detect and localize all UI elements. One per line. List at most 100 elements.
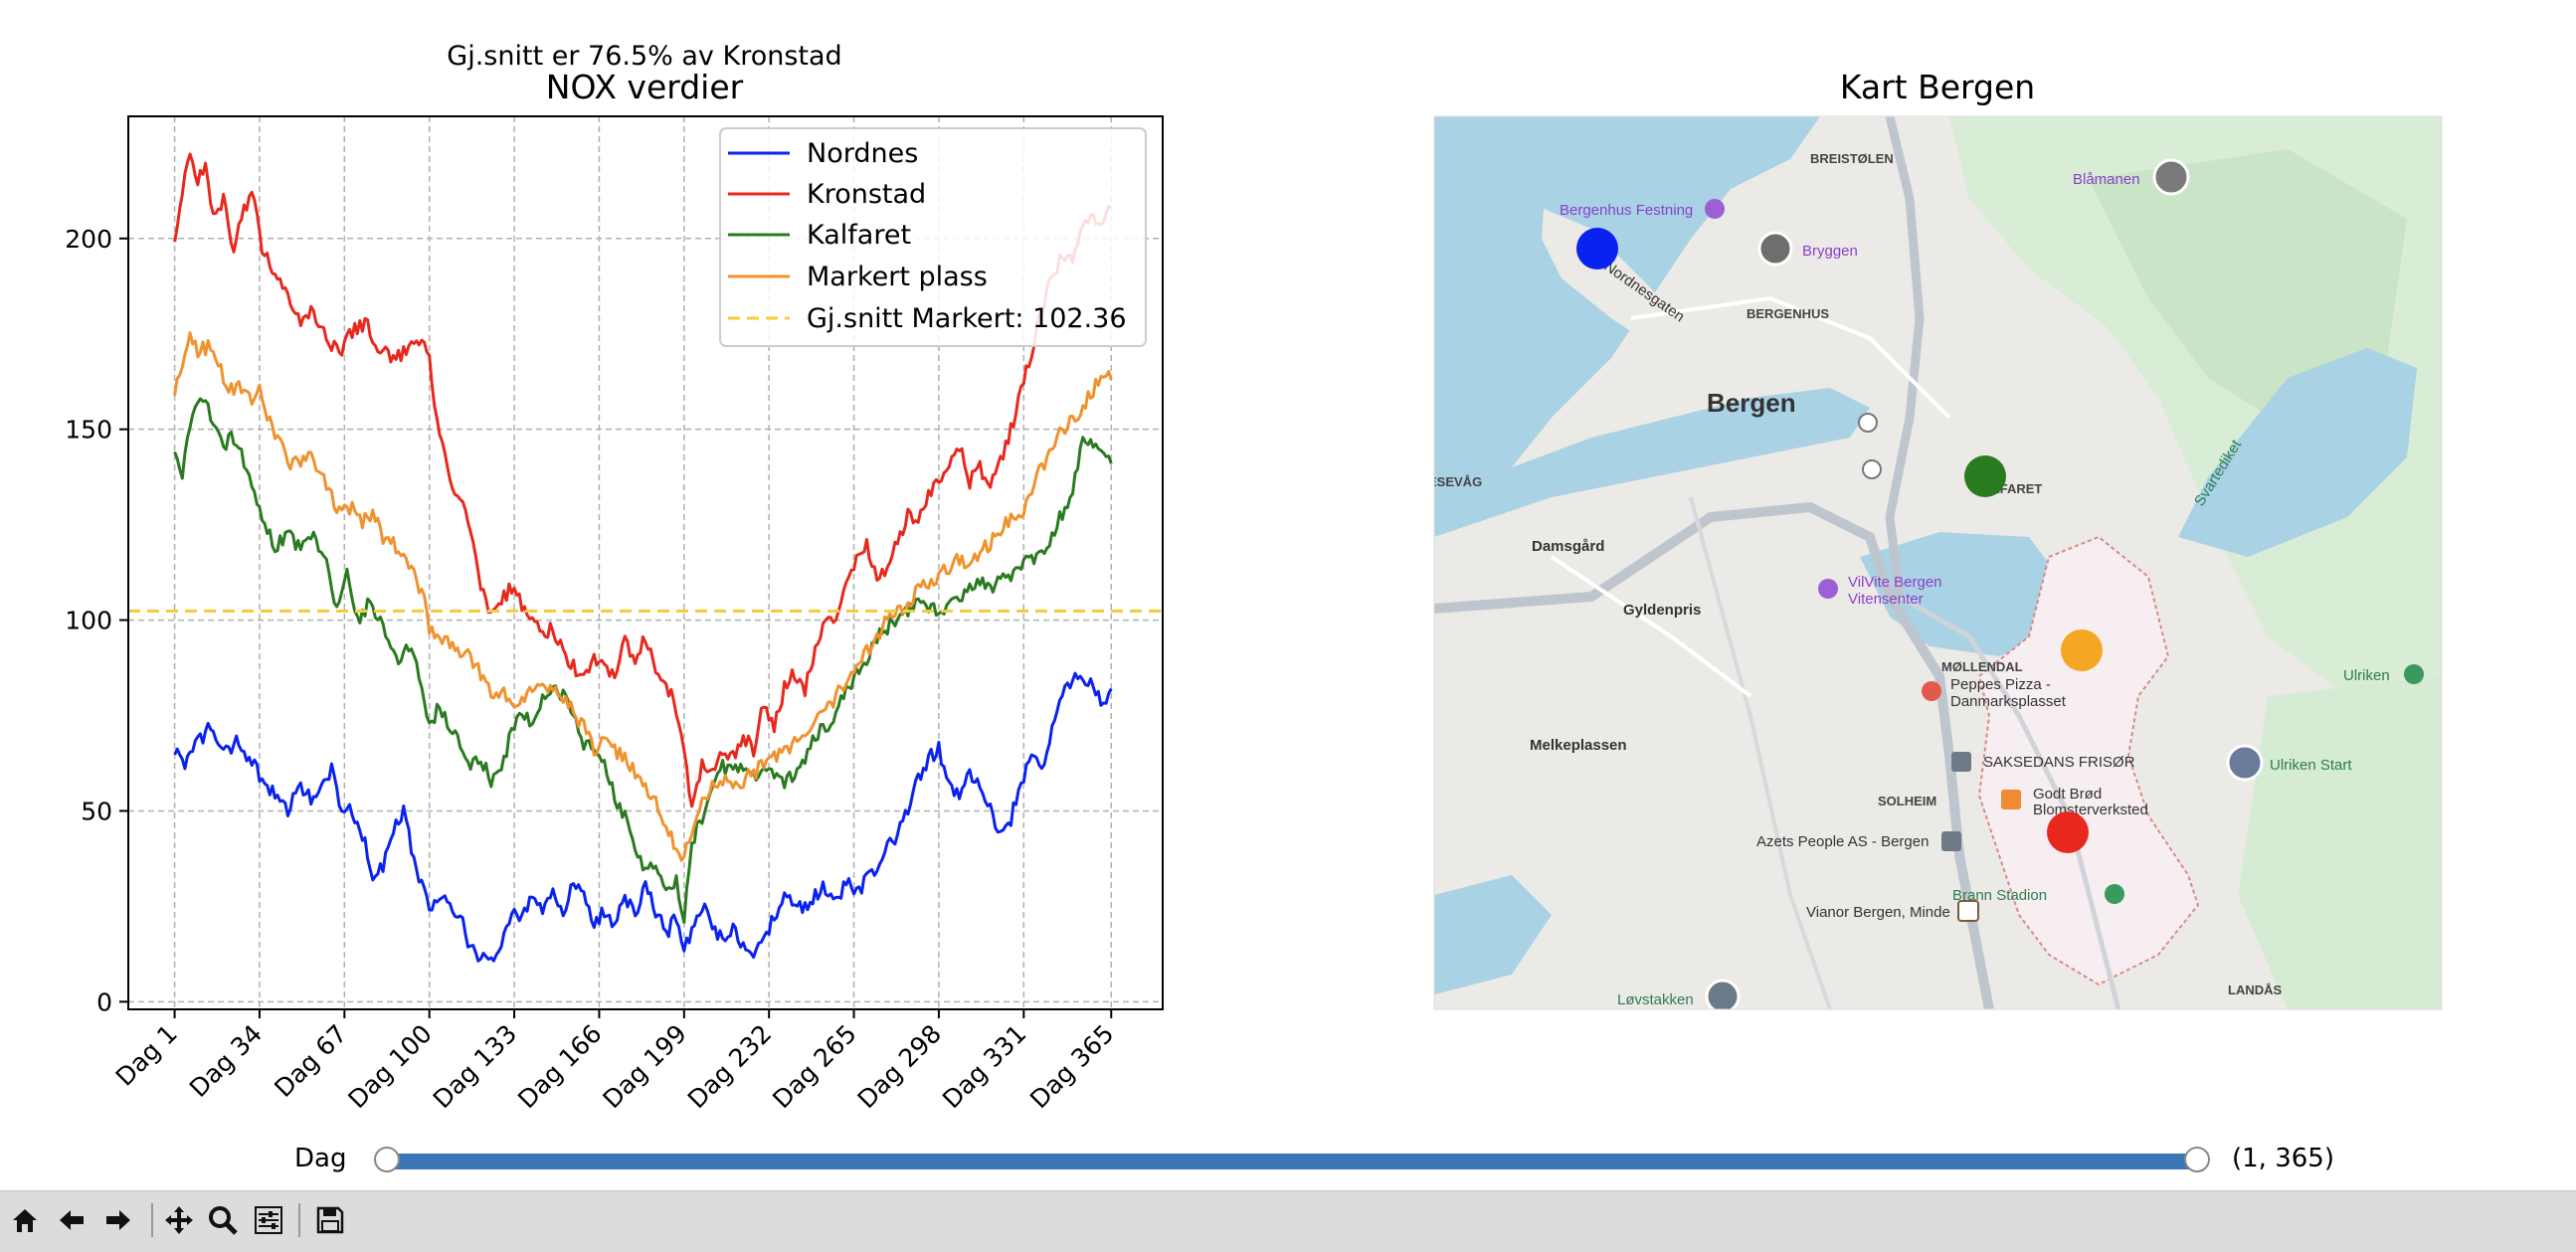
map-label-lovstakken: Løvstakken <box>1617 991 1694 1008</box>
poi-pin-icon <box>1705 199 1725 219</box>
x-tick-label: Dag 199 <box>598 1019 693 1115</box>
figure-canvas: Gj.snitt er 76.5% av Kronstad NOX verdie… <box>65 41 2443 1115</box>
map-road <box>1434 501 1994 1009</box>
chart-legend: Nordnes Kronstad Kalfaret Markert plass … <box>719 127 1147 347</box>
map-marker-kronstad[interactable] <box>2047 811 2089 853</box>
slider-handle-min[interactable] <box>374 1147 400 1172</box>
legend-label-nordnes: Nordnes <box>807 138 918 169</box>
x-tick-label: Dag 100 <box>342 1019 438 1115</box>
legend-label-kalfaret: Kalfaret <box>807 220 911 251</box>
back-button[interactable] <box>53 1201 91 1239</box>
x-tick-label: Dag 133 <box>428 1019 523 1115</box>
map-marker-nordnes[interactable] <box>1576 228 1618 269</box>
map-label-saksedans: SAKSEDANS FRISØR <box>1983 754 2135 771</box>
map-label-gyldenpris: Gyldenpris <box>1623 602 1701 619</box>
poi-shop-icon <box>1951 752 1971 772</box>
day-range-slider-track[interactable] <box>386 1154 2196 1169</box>
slider-handle-max[interactable] <box>2184 1147 2210 1172</box>
y-tick-label: 150 <box>65 416 112 445</box>
legend-label-kronstad: Kronstad <box>807 179 926 210</box>
map-label-bryggen: Bryggen <box>1802 243 1858 260</box>
map-district-boundary <box>1977 535 2200 986</box>
chart-series-layer <box>128 152 1163 963</box>
x-tick-label: Dag 1 <box>110 1019 183 1092</box>
poi-restaurant-icon <box>1922 681 1941 701</box>
map-label-melkeplassen: Melkeplassen <box>1530 737 1627 754</box>
slider-value-readout: (1, 365) <box>2232 1144 2334 1173</box>
map-water <box>1434 875 1552 994</box>
x-tick-label: Dag 67 <box>269 1019 352 1103</box>
save-button[interactable] <box>311 1201 349 1239</box>
series-line-kalfaret <box>173 397 1113 924</box>
toolbar-separator <box>298 1203 300 1237</box>
poi-tire-icon <box>1957 900 1979 922</box>
home-button[interactable] <box>6 1201 44 1239</box>
back-icon <box>60 1210 84 1230</box>
map-label-ulriken-start: Ulriken Start <box>2270 757 2352 774</box>
series-line-markert-plass <box>173 331 1113 862</box>
map-label-blamanen: Blåmanen <box>2073 171 2140 188</box>
poi-office-icon <box>1941 831 1961 851</box>
poi-photo-icon <box>2226 744 2264 782</box>
y-tick-label: 100 <box>65 607 112 635</box>
map-label-damsgard: Damsgård <box>1532 538 1604 555</box>
map-label-sevag: ESEVÅG <box>1428 474 1482 489</box>
zoom-icon <box>209 1206 238 1235</box>
pan-icon <box>165 1206 193 1234</box>
map-marker-markert-plass[interactable] <box>2061 629 2103 671</box>
chart-grid <box>128 116 1163 1009</box>
map-frame <box>1433 115 2443 1010</box>
navigation-toolbar <box>0 1190 2576 1252</box>
y-tick-label: 50 <box>81 797 112 825</box>
x-tick-label: Dag 265 <box>767 1019 862 1115</box>
poi-mountain-icon <box>2404 664 2424 684</box>
x-tick-label: Dag 34 <box>184 1019 268 1103</box>
map-label-ulriken: Ulriken <box>2343 667 2390 684</box>
poi-photo-icon <box>2152 158 2190 196</box>
figure-suptitle: Gj.snitt er 76.5% av Kronstad <box>447 41 841 72</box>
forward-icon <box>106 1210 130 1230</box>
x-tick-label: Dag 331 <box>937 1019 1032 1115</box>
map-label-mollendal: MØLLENDAL <box>1941 659 2023 674</box>
chart-frame <box>127 115 1164 1010</box>
map-label-godt-brod: Godt Brød <box>2033 786 2102 803</box>
legend-label-markert-plass: Markert plass <box>807 262 988 292</box>
map-park-area <box>2238 676 2442 1009</box>
series-line-nordnes <box>173 671 1113 963</box>
y-tick-label: 200 <box>65 225 112 254</box>
map-road <box>1898 594 2121 1009</box>
x-tick-label: Dag 298 <box>852 1019 948 1115</box>
map-marker-kalfaret[interactable] <box>1964 455 2006 497</box>
map-title: Kart Bergen <box>1840 68 2035 106</box>
map-label-vianor: Vianor Bergen, Minde <box>1806 904 1950 921</box>
forward-button[interactable] <box>99 1201 137 1239</box>
poi-bakery-icon <box>2001 790 2021 809</box>
map-label-azets: Azets People AS - Bergen <box>1756 833 1929 850</box>
save-icon <box>316 1206 344 1234</box>
x-tick-label: Dag 166 <box>512 1019 608 1115</box>
map-label-vilvite: VilVite Bergen <box>1848 574 1942 591</box>
poi-stadium-icon <box>2105 884 2124 904</box>
pan-button[interactable] <box>160 1201 198 1239</box>
map-label-vilvite-2: Vitensenter <box>1848 591 1924 608</box>
map-label-bergen: Bergen <box>1707 388 1796 418</box>
toolbar-separator <box>151 1203 153 1237</box>
map-water <box>2178 348 2417 557</box>
zoom-button[interactable] <box>204 1201 242 1239</box>
map-road <box>1550 555 1752 698</box>
poi-parking-icon <box>1858 413 1878 433</box>
slider-label: Dag <box>294 1144 347 1173</box>
map-label-solheim: SOLHEIM <box>1878 794 1936 808</box>
map-water <box>1434 388 1870 537</box>
configure-icon <box>255 1206 282 1234</box>
x-tick-label: Dag 232 <box>682 1019 778 1115</box>
x-tick-label: Dag 365 <box>1024 1019 1120 1115</box>
chart-title: NOX verdier <box>546 68 744 106</box>
y-tick-label: 0 <box>96 987 112 1016</box>
map-road <box>1630 295 1951 420</box>
map-road <box>1689 496 1832 1009</box>
configure-subplots-button[interactable] <box>250 1201 287 1239</box>
bergen-map[interactable]: BREISTØLEN Bergenhus Festning Bryggen Bl… <box>1428 115 2443 1012</box>
map-label-peppes: Peppes Pizza - <box>1950 676 2051 693</box>
